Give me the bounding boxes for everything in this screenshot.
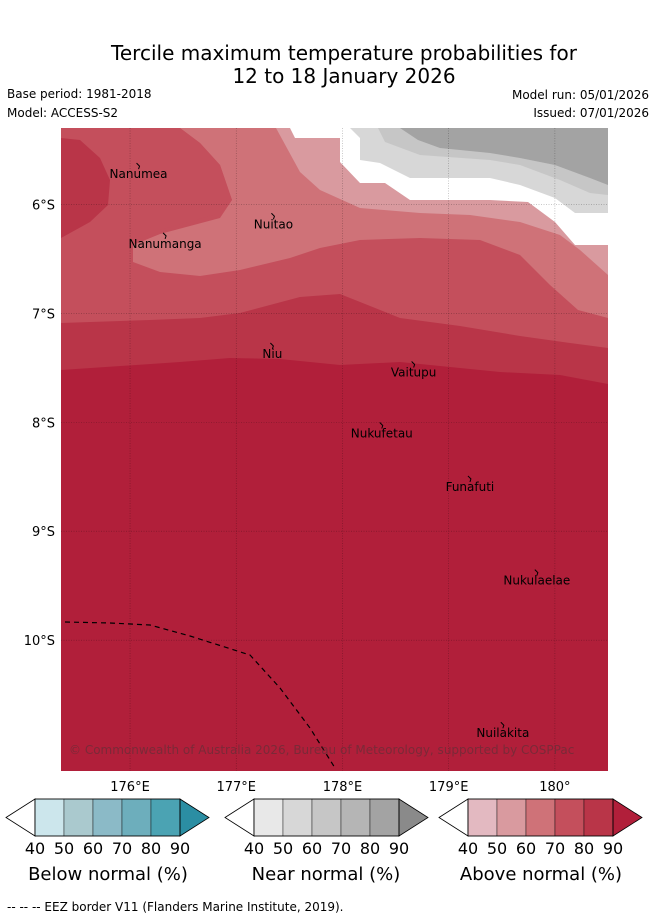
colorbar-tick-label: 80 xyxy=(574,839,594,858)
place-label: Nanumea xyxy=(110,167,168,181)
colorbar-frame xyxy=(253,798,400,837)
near-band-70 xyxy=(400,128,608,185)
colorbar-tick-label: 70 xyxy=(112,839,132,858)
lon-tick-label: 178°E xyxy=(323,780,363,795)
colorbar-tick-label: 40 xyxy=(25,839,45,858)
island-mark xyxy=(467,475,472,483)
colorbar-under-arrow xyxy=(224,798,255,837)
probability-fill xyxy=(61,128,608,771)
colorbar-over-arrow xyxy=(398,798,429,837)
graticule xyxy=(61,128,608,771)
above-normal-label: Above normal (%) xyxy=(459,864,623,885)
colorbar-segment xyxy=(583,798,614,837)
colorbar-segment xyxy=(340,798,371,837)
above-normal-colorbar: 40 50 60 70 80 90 xyxy=(438,798,643,858)
colorbar-tick-label: 80 xyxy=(141,839,161,858)
island-mark xyxy=(411,361,416,368)
place-labels: Nanumea Nuitao Nanumanga Niu Vaitupu Nukufeta… xyxy=(110,162,570,740)
lat-tick-label: 10°S xyxy=(24,634,55,649)
colorbars: 40 50 60 70 80 90 40 50 60 70 80 90 40 50 60 70 80 90 xyxy=(5,798,643,858)
colorbar-segment xyxy=(467,798,498,837)
colorbar-tick-label: 70 xyxy=(331,839,351,858)
colorbar-segment xyxy=(34,798,65,837)
colorbar-tick-label: 60 xyxy=(302,839,322,858)
colorbar-segment xyxy=(150,798,181,837)
colorbar-under-arrow xyxy=(438,798,469,837)
colorbar-segment xyxy=(253,798,284,837)
chart-title-line1: Tercile maximum temperature probabilitie… xyxy=(111,41,577,65)
colorbar-tick-label: 70 xyxy=(545,839,565,858)
copyright-notice: © Commonwealth of Australia 2026, Bureau… xyxy=(69,743,574,757)
colorbar-tick-label: 60 xyxy=(83,839,103,858)
lon-tick-label: 177°E xyxy=(216,780,256,795)
colorbar-tick-label: 50 xyxy=(487,839,507,858)
island-mark xyxy=(379,422,384,429)
colorbar-tick-label: 50 xyxy=(273,839,293,858)
place-label: Nuilakita xyxy=(476,726,529,740)
place-label: Niu xyxy=(262,347,282,361)
colorbar-over-arrow xyxy=(179,798,210,837)
near-normal-colorbar: 40 50 60 70 80 90 xyxy=(224,798,429,858)
below-normal-label: Below normal (%) xyxy=(28,864,188,885)
colorbar-under-arrow xyxy=(5,798,36,837)
colorbar-segment xyxy=(496,798,527,837)
issued-date: Issued: 07/01/2026 xyxy=(533,106,649,120)
colorbar-frame xyxy=(467,798,614,837)
island-mark xyxy=(270,342,274,350)
colorbar-tick-label: 90 xyxy=(603,839,623,858)
base-period: Base period: 1981-2018 xyxy=(7,87,152,101)
colorbar-segment xyxy=(282,798,313,837)
lat-tick-label: 6°S xyxy=(32,198,55,213)
lat-tick-label: 9°S xyxy=(32,525,55,540)
colorbar-segment xyxy=(525,798,556,837)
lon-tick-label: 179°E xyxy=(429,780,469,795)
island-mark xyxy=(534,569,539,576)
colorbar-tick-label: 80 xyxy=(360,839,380,858)
colorbar-segment xyxy=(63,798,94,837)
island-mark xyxy=(271,212,275,220)
lat-tick-label: 8°S xyxy=(32,416,55,431)
axis-labels: 6°S 7°S 8°S 9°S 10°S 176°E 177°E 178°E 179°E 180° xyxy=(24,198,571,795)
place-label: Nanumanga xyxy=(129,237,202,251)
place-label: Funafuti xyxy=(446,480,495,494)
lat-tick-label: 7°S xyxy=(32,307,55,322)
colorbar-frame xyxy=(34,798,181,837)
below-normal-colorbar: 40 50 60 70 80 90 xyxy=(5,798,210,858)
colorbar-tick-label: 60 xyxy=(516,839,536,858)
chart-title-line2: 12 to 18 January 2026 xyxy=(232,64,456,88)
colorbar-segment xyxy=(369,798,400,837)
colorbar-segment xyxy=(554,798,585,837)
place-label: Vaitupu xyxy=(391,365,437,379)
band-80-west xyxy=(61,138,110,238)
band-70-west xyxy=(61,128,232,240)
colorbar-tick-label: 50 xyxy=(54,839,74,858)
island-mark xyxy=(500,721,505,729)
model-name: Model: ACCESS-S2 xyxy=(7,106,119,120)
lon-tick-label: 180° xyxy=(539,780,570,795)
colorbar-tick-label: 40 xyxy=(244,839,264,858)
island-mark xyxy=(162,232,167,240)
model-run-date: Model run: 05/01/2026 xyxy=(511,88,649,102)
colorbar-tick-label: 90 xyxy=(389,839,409,858)
colorbar-segment xyxy=(121,798,152,837)
colorbar-over-arrow xyxy=(612,798,643,837)
colorbar-segment xyxy=(311,798,342,837)
place-label: Nukufetau xyxy=(351,427,413,441)
colorbar-segment xyxy=(92,798,123,837)
place-label: Nuitao xyxy=(254,217,293,231)
island-mark xyxy=(136,162,141,170)
colorbar-tick-label: 40 xyxy=(458,839,478,858)
lon-tick-label: 176°E xyxy=(110,780,150,795)
place-label: Nukulaelae xyxy=(503,574,570,588)
near-normal-label: Near normal (%) xyxy=(251,864,401,885)
eez-border-legend: -- -- -- EEZ border V11 (Flanders Marine… xyxy=(7,900,344,914)
colorbar-tick-label: 90 xyxy=(170,839,190,858)
